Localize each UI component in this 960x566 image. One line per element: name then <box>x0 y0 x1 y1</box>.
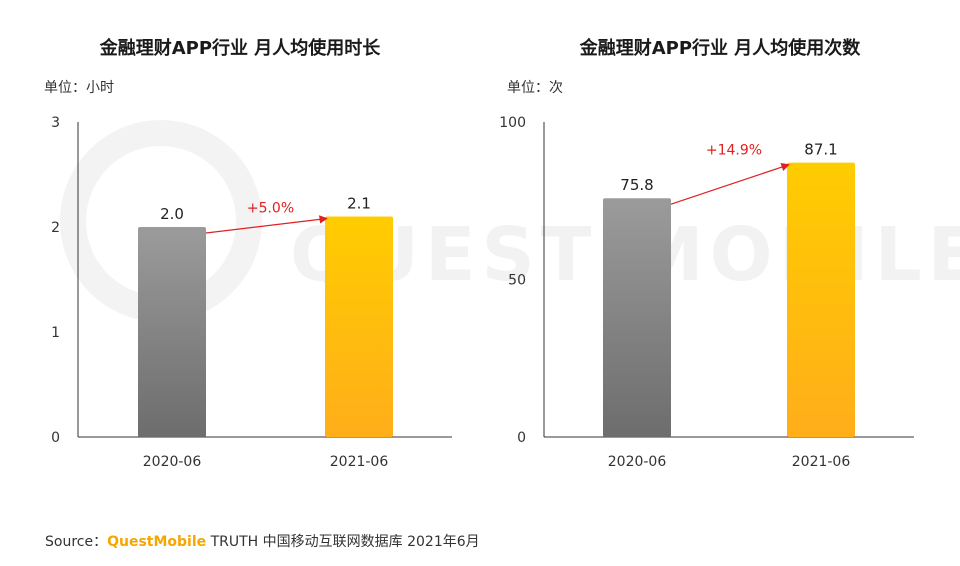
source-detail: TRUTH 中国移动互联网数据库 2021年6月 <box>206 534 480 550</box>
chart-1-ytick-label: 1 <box>51 325 60 341</box>
chart-2-bar-2021-06 <box>787 162 855 437</box>
chart-2-growth-arrow <box>670 163 790 205</box>
chart-1-data-label: 2.0 <box>160 205 184 223</box>
chart-2-title: 金融理财APP行业 月人均使用次数 <box>579 38 861 59</box>
chart-2-data-label: 75.8 <box>620 176 653 194</box>
chart-2-growth-label: +14.9% <box>706 143 762 159</box>
chart-1-ytick-label: 0 <box>51 430 60 446</box>
chart-1-growth-arrow <box>205 215 328 234</box>
chart-1-unit-label: 单位：小时 <box>44 80 114 96</box>
chart-1-ytick-label: 2 <box>51 220 60 236</box>
source-label: Source： <box>45 534 108 550</box>
chart-2-xtick-label: 2020-06 <box>608 454 667 470</box>
source-note: Source：QuestMobile TRUTH 中国移动互联网数据库 2021… <box>45 531 480 551</box>
chart-2-ytick-label: 0 <box>517 430 526 446</box>
chart-1-ytick-label: 3 <box>51 115 60 131</box>
chart-1-title: 金融理财APP行业 月人均使用时长 <box>99 38 381 59</box>
chart-1-data-label: 2.1 <box>347 195 371 213</box>
chart-2-ytick-label: 100 <box>499 115 526 131</box>
chart-2-ytick-label: 50 <box>508 273 526 289</box>
chart-1-growth-label: +5.0% <box>247 200 294 216</box>
chart-2-data-label: 87.1 <box>804 141 837 159</box>
chart-2-unit-label: 单位：次 <box>507 80 563 96</box>
chart-1-xtick-label: 2020-06 <box>143 454 202 470</box>
source-brand: QuestMobile <box>107 534 207 550</box>
chart-1-xtick-label: 2021-06 <box>330 454 389 470</box>
chart-2-xtick-label: 2021-06 <box>792 454 851 470</box>
chart-1-bar-2021-06 <box>325 216 393 437</box>
chart-2-bar-2020-06 <box>603 198 671 437</box>
chart-1-bar-2020-06 <box>138 227 206 437</box>
